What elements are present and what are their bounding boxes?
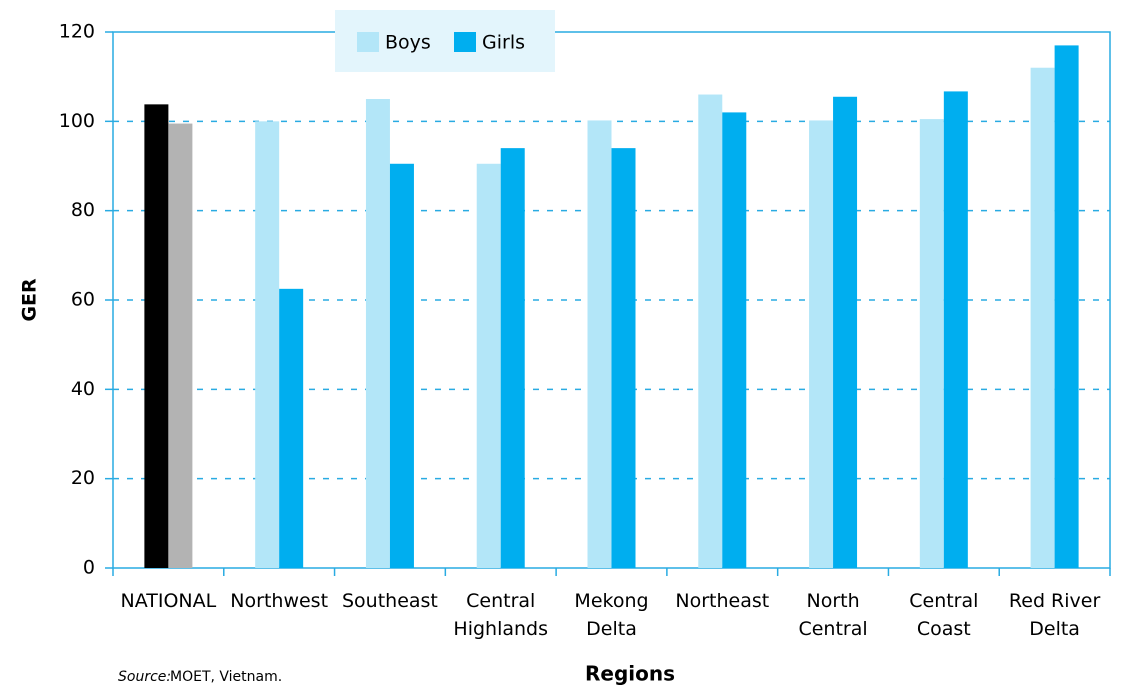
y-tick-label: 120: [59, 21, 95, 43]
bar: [833, 96, 858, 569]
y-tick-label: 100: [59, 110, 95, 132]
y-tick-label: 60: [71, 289, 95, 311]
bar: [168, 123, 193, 569]
bar: [1030, 67, 1055, 568]
x-tick-label-line: NATIONAL: [121, 590, 217, 612]
x-tick-label-line: Highlands: [453, 618, 548, 640]
bar: [144, 104, 169, 569]
bar: [587, 120, 612, 568]
x-tick-label: Mekong Delta: [574, 590, 648, 640]
x-tick-label-line: Northeast: [675, 590, 769, 612]
y-axis-label: GER: [19, 278, 41, 322]
x-tick-label-line: Red River: [1009, 590, 1101, 612]
bar: [943, 91, 968, 568]
bar: [722, 112, 747, 569]
x-tick-label-line: Coast: [917, 618, 971, 640]
x-tick-label: North Central: [798, 590, 867, 640]
x-tick-label-line: Southeast: [342, 590, 438, 612]
x-tick-label-line: Delta: [1029, 618, 1080, 640]
x-tick-label: Central Highlands: [453, 590, 548, 640]
bar: [476, 163, 501, 568]
legend-swatch: [454, 32, 476, 52]
bar: [389, 163, 414, 568]
x-tick-label-line: Central: [909, 590, 978, 612]
legend-swatch: [357, 32, 379, 52]
source-label: Source:: [118, 669, 171, 685]
y-tick-label: 20: [71, 467, 95, 489]
y-tick-label: 80: [71, 199, 95, 221]
bar: [365, 99, 390, 568]
y-tick-label: 40: [71, 378, 95, 400]
x-tick-label-line: Central: [466, 590, 535, 612]
bar: [279, 288, 304, 568]
legend-label: Boys: [385, 32, 431, 54]
x-tick-label-line: Central: [798, 618, 867, 640]
x-axis-label: Regions: [585, 662, 675, 686]
legend-label: Girls: [482, 32, 525, 54]
bar: [698, 94, 723, 569]
bar: [500, 148, 525, 568]
bar: [611, 148, 636, 568]
x-tick-label: Central Coast: [909, 590, 978, 640]
source: MOET, Vietnam.: [170, 669, 282, 685]
x-tick-label-line: North: [806, 590, 859, 612]
x-tick-label-line: Northwest: [230, 590, 328, 612]
bar: [919, 119, 944, 568]
x-tick-label: Northwest: [230, 590, 328, 612]
x-tick-label-line: Mekong: [574, 590, 648, 612]
x-tick-label: NATIONAL: [121, 590, 217, 612]
bar: [1054, 45, 1079, 568]
x-tick-label: Southeast: [342, 590, 438, 612]
x-tick-label: Red River Delta: [1009, 590, 1101, 640]
bar: [809, 120, 834, 568]
x-tick-label: Northeast: [675, 590, 769, 612]
x-tick-label-line: Delta: [586, 618, 637, 640]
bar: [255, 121, 280, 568]
y-tick-label: 0: [83, 557, 95, 579]
